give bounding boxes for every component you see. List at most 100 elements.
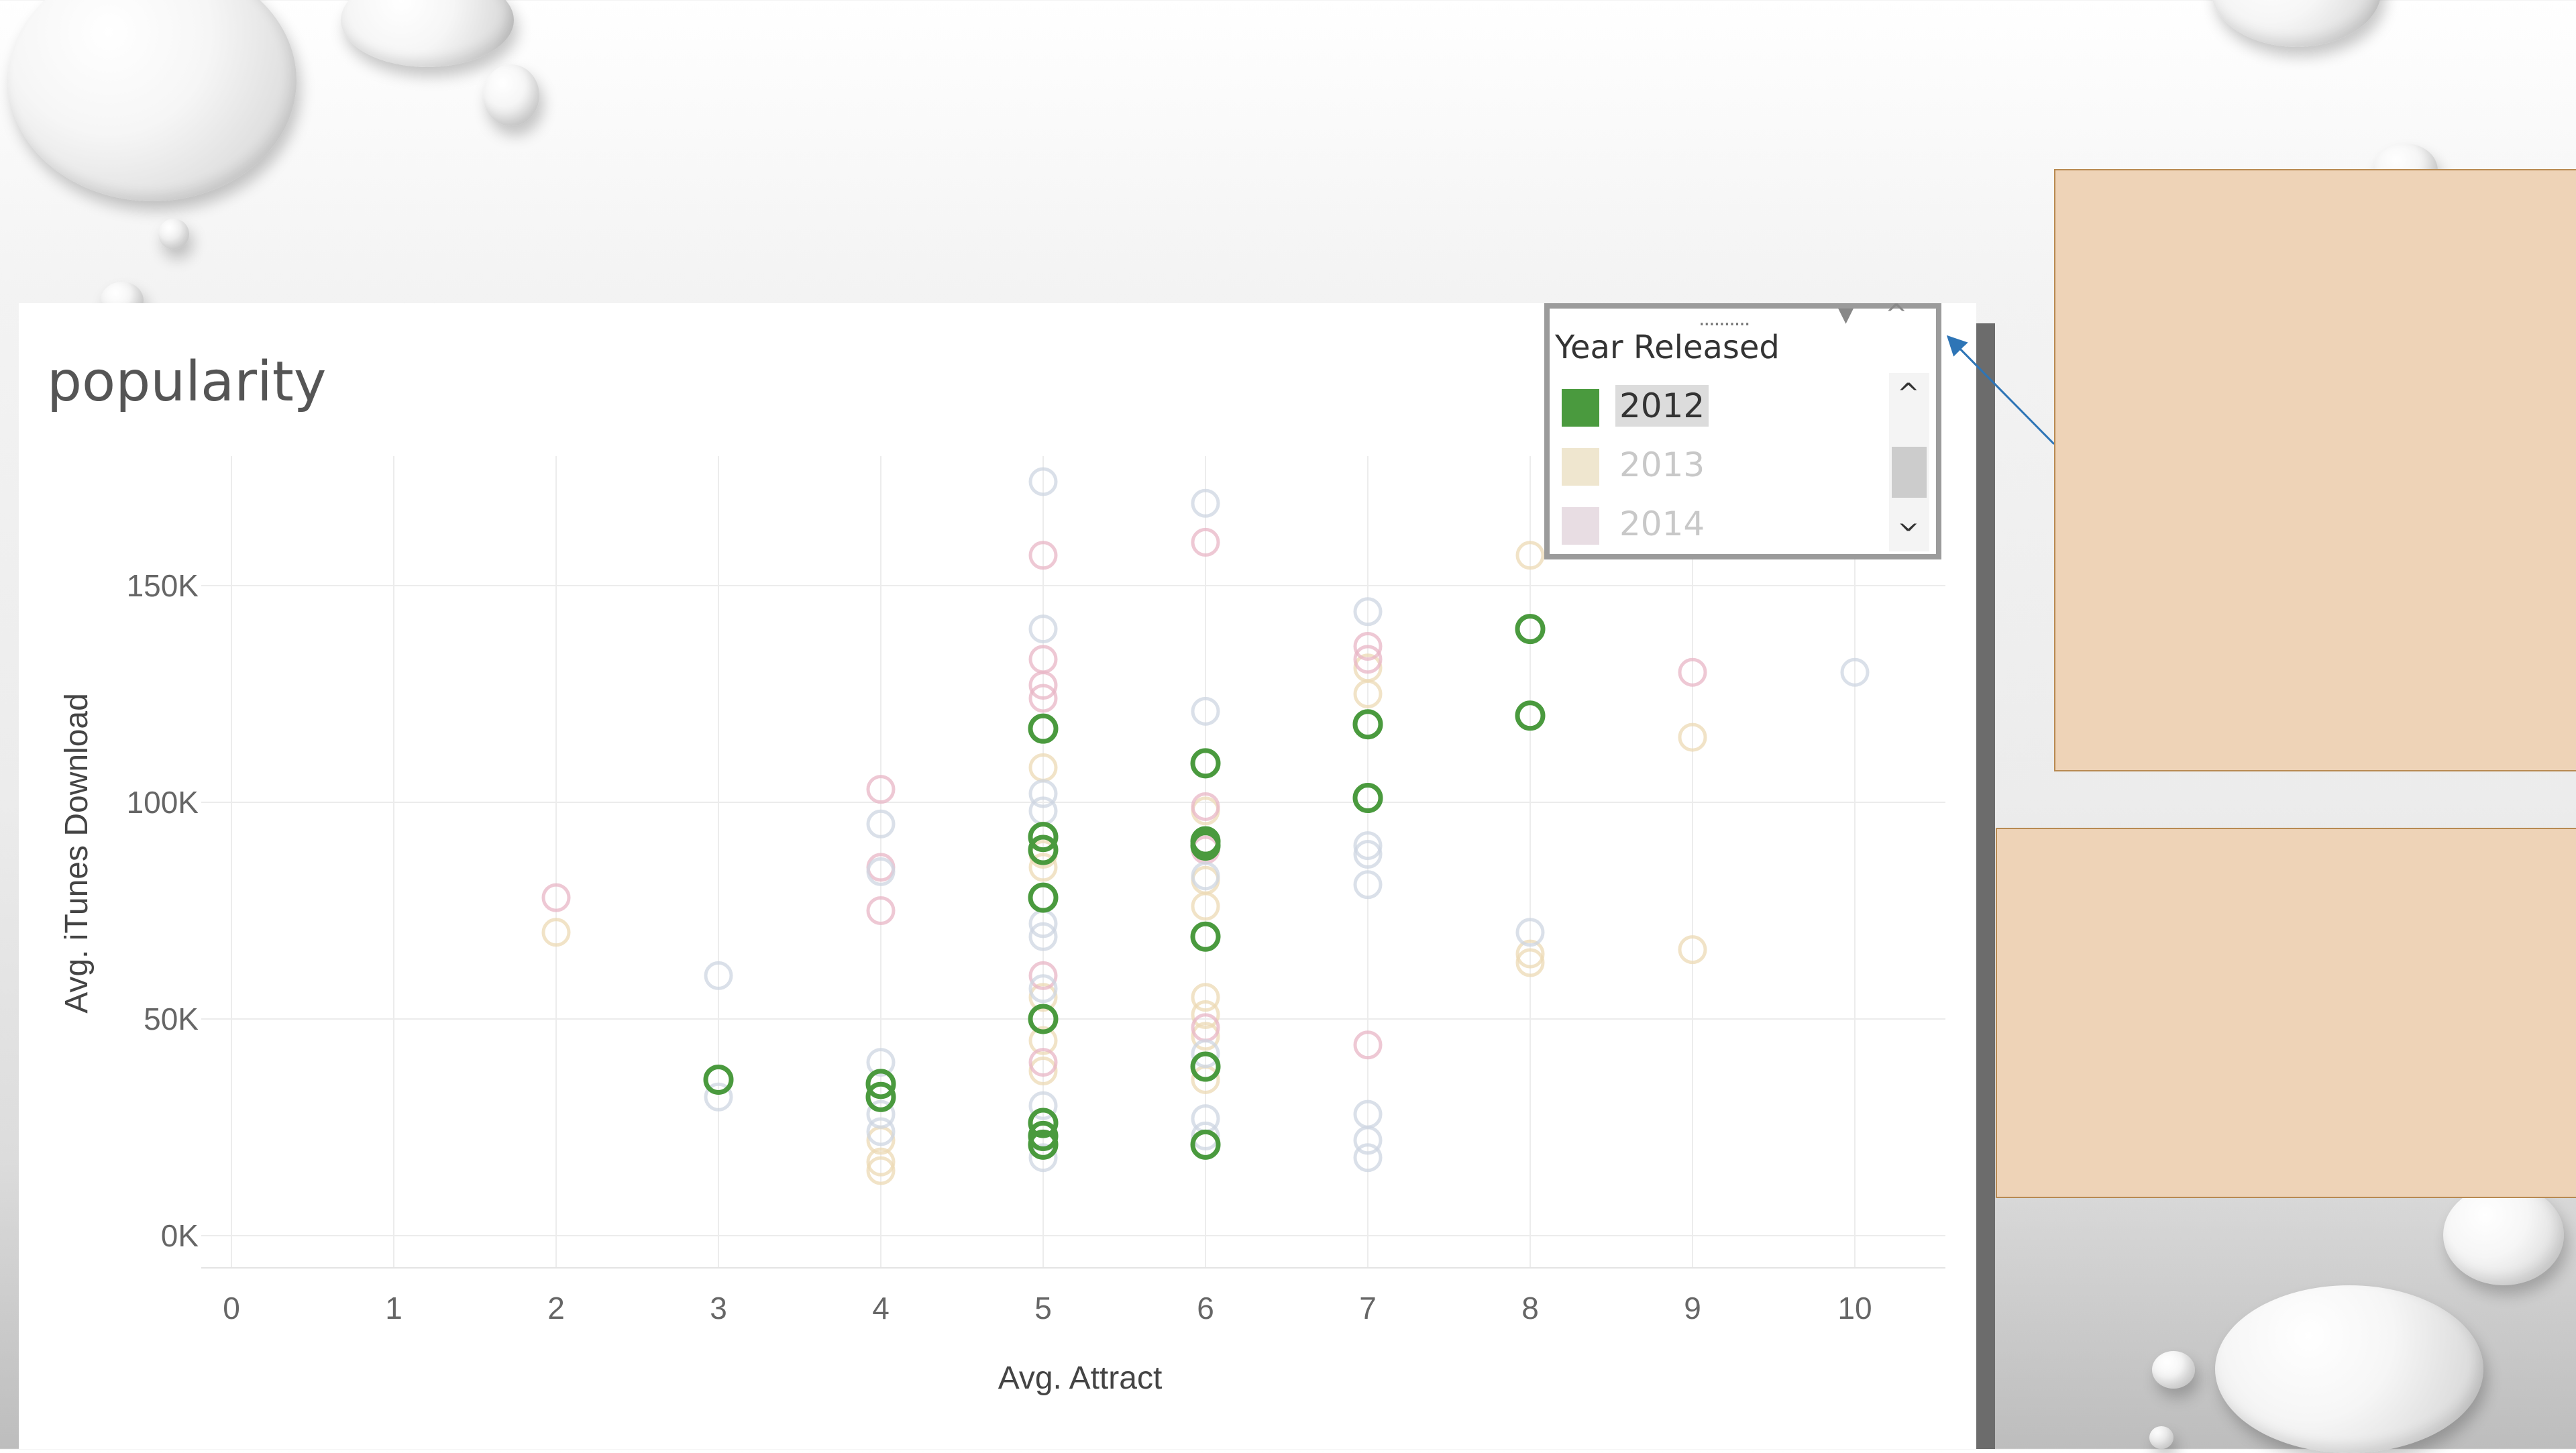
- data-point-2013[interactable]: [1028, 1026, 1058, 1055]
- data-point-2014[interactable]: [1191, 527, 1220, 557]
- data-point-2012[interactable]: [1352, 783, 1383, 814]
- data-point-2014[interactable]: [1353, 1030, 1383, 1060]
- callout-box-top[interactable]: [2054, 169, 2576, 771]
- data-point-2014[interactable]: [1678, 657, 1707, 687]
- data-point-other[interactable]: [1353, 840, 1383, 869]
- legend-card[interactable]: .......... ▼ ^ Year Released 2012 2013 201…: [1544, 299, 1941, 559]
- data-point-other[interactable]: [1515, 918, 1545, 947]
- legend-label: 2013: [1619, 445, 1705, 484]
- data-point-2014[interactable]: [541, 883, 571, 912]
- data-point-2014[interactable]: [866, 896, 896, 925]
- legend-item-2013[interactable]: 2013: [1562, 441, 1877, 488]
- legend-item-2014[interactable]: 2014: [1562, 500, 1877, 547]
- data-point-2013[interactable]: [1515, 541, 1545, 570]
- legend-swatch: [1562, 448, 1599, 486]
- data-point-2012[interactable]: [1190, 748, 1221, 779]
- data-point-other[interactable]: [1191, 488, 1220, 518]
- data-point-2013[interactable]: [1191, 1000, 1220, 1030]
- data-point-2013[interactable]: [1028, 853, 1058, 882]
- data-point-2013[interactable]: [1191, 983, 1220, 1012]
- data-point-2013[interactable]: [541, 918, 571, 947]
- data-point-2012[interactable]: [1190, 921, 1221, 952]
- water-drop-decoration: [8, 0, 297, 201]
- data-point-other[interactable]: [1353, 1143, 1383, 1173]
- data-point-2013[interactable]: [1191, 892, 1220, 921]
- scroll-down-icon[interactable]: ^: [1897, 504, 1920, 535]
- data-point-other[interactable]: [1191, 861, 1220, 891]
- data-point-2012[interactable]: [1190, 1129, 1221, 1160]
- legend-item-2012[interactable]: 2012: [1562, 382, 1877, 429]
- data-point-2012[interactable]: [1515, 700, 1546, 731]
- data-point-other[interactable]: [1028, 614, 1058, 644]
- data-point-2012[interactable]: [1190, 1051, 1221, 1082]
- data-point-other[interactable]: [1191, 696, 1220, 726]
- data-point-2014[interactable]: [1028, 1048, 1058, 1077]
- data-point-other[interactable]: [1028, 974, 1058, 1004]
- data-point-other[interactable]: [866, 857, 896, 886]
- data-point-2013[interactable]: [866, 1156, 896, 1185]
- data-point-other[interactable]: [1353, 831, 1383, 861]
- legend-menu-icon[interactable]: ▼: [1838, 303, 1854, 327]
- data-point-2012[interactable]: [1028, 713, 1059, 744]
- scroll-thumb[interactable]: [1892, 447, 1927, 498]
- data-point-2012[interactable]: [1028, 1129, 1059, 1160]
- chart-title: popularity: [47, 350, 327, 414]
- data-point-other[interactable]: [1840, 657, 1870, 687]
- data-point-2014[interactable]: [1028, 961, 1058, 990]
- data-point-2014[interactable]: [1028, 684, 1058, 713]
- data-point-2012[interactable]: [1028, 835, 1059, 865]
- data-point-2013[interactable]: [1515, 948, 1545, 977]
- data-point-2013[interactable]: [1678, 935, 1707, 965]
- collapse-icon[interactable]: ^: [1885, 299, 1908, 330]
- data-point-2013[interactable]: [1353, 653, 1383, 683]
- data-point-other[interactable]: [866, 1099, 896, 1129]
- data-point-other[interactable]: [1353, 870, 1383, 900]
- data-point-other[interactable]: [1353, 597, 1383, 627]
- data-point-other[interactable]: [704, 961, 733, 990]
- x-tick-label: 0: [223, 1291, 240, 1326]
- legend-label: 2014: [1619, 504, 1705, 543]
- data-point-2014[interactable]: [866, 775, 896, 804]
- scroll-up-icon[interactable]: ^: [1897, 378, 1920, 409]
- data-point-other[interactable]: [1191, 1039, 1220, 1069]
- data-point-2013[interactable]: [1515, 939, 1545, 969]
- data-point-2012[interactable]: [703, 1064, 734, 1095]
- data-point-2014[interactable]: [1028, 671, 1058, 700]
- data-point-2012[interactable]: [865, 1081, 896, 1112]
- data-point-2013[interactable]: [1678, 722, 1707, 752]
- data-point-2013[interactable]: [866, 1147, 896, 1177]
- data-point-2012[interactable]: [865, 1069, 896, 1099]
- data-point-other[interactable]: [1028, 1091, 1058, 1120]
- data-point-2014[interactable]: [1028, 541, 1058, 570]
- drag-handle-icon[interactable]: ..........: [1699, 307, 1750, 331]
- data-point-2013[interactable]: [1028, 1057, 1058, 1086]
- data-point-2014[interactable]: [1191, 792, 1220, 821]
- data-point-2012[interactable]: [1028, 1108, 1059, 1138]
- data-point-other[interactable]: [1028, 467, 1058, 496]
- data-point-other[interactable]: [866, 1117, 896, 1146]
- data-point-other[interactable]: [1353, 1126, 1383, 1155]
- data-point-other[interactable]: [1028, 779, 1058, 808]
- data-point-2014[interactable]: [1353, 645, 1383, 674]
- data-point-2012[interactable]: [1515, 614, 1546, 645]
- data-point-other[interactable]: [1191, 1121, 1220, 1150]
- data-point-2012[interactable]: [1028, 1004, 1059, 1034]
- data-point-other[interactable]: [1028, 1143, 1058, 1173]
- data-point-other[interactable]: [866, 809, 896, 839]
- data-point-2014[interactable]: [1353, 631, 1383, 661]
- data-point-2012[interactable]: [1028, 822, 1059, 853]
- callout-box-bottom[interactable]: [1996, 828, 2576, 1198]
- data-point-other[interactable]: [1028, 922, 1058, 951]
- x-tick-label: 10: [1837, 1291, 1872, 1326]
- data-point-2013[interactable]: [1191, 1022, 1220, 1051]
- data-point-2012[interactable]: [1352, 709, 1383, 740]
- data-point-other[interactable]: [866, 1048, 896, 1077]
- data-points[interactable]: [541, 467, 1870, 1185]
- legend-swatch: [1562, 507, 1599, 545]
- data-point-2012[interactable]: [1028, 1120, 1059, 1151]
- legend-scrollbar[interactable]: ^ ^: [1889, 373, 1929, 551]
- data-point-2013[interactable]: [1028, 983, 1058, 1012]
- data-point-2012[interactable]: [1190, 830, 1221, 861]
- data-point-other[interactable]: [704, 1082, 733, 1112]
- data-point-2012[interactable]: [1028, 882, 1059, 913]
